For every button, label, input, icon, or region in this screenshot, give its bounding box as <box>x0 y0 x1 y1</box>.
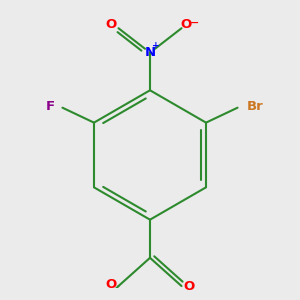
Text: −: − <box>190 18 200 28</box>
Text: O: O <box>183 280 194 292</box>
Text: O: O <box>106 18 117 31</box>
Text: O: O <box>106 278 117 291</box>
Text: +: + <box>152 41 160 50</box>
Text: N: N <box>144 46 156 59</box>
Text: F: F <box>46 100 55 113</box>
Text: Br: Br <box>247 100 264 113</box>
Text: O: O <box>181 18 192 31</box>
